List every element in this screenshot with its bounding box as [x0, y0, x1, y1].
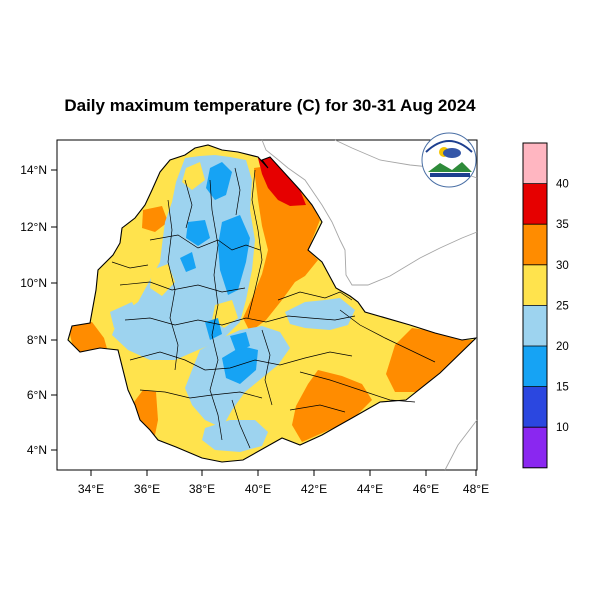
lon-tick-label: 34°E — [78, 482, 104, 496]
lon-tick-label: 38°E — [189, 482, 215, 496]
colorbar-label: 10 — [556, 422, 569, 434]
zone-20-25-west — [110, 302, 140, 330]
zone-30-35-southwest — [134, 390, 158, 440]
zone-30-35-south — [292, 370, 372, 442]
ethiopia-border — [67, 144, 478, 463]
zone-20-25-bale — [285, 298, 355, 330]
zone-15-20-northwest — [186, 220, 210, 246]
colorbar-segment — [523, 183, 547, 225]
colorbar-segment — [523, 305, 547, 346]
lat-tick-label: 12°N — [20, 220, 47, 234]
zone-15-20-west — [180, 252, 196, 272]
colorbar-segment — [523, 346, 547, 387]
lat-tick-label: 8°N — [27, 333, 47, 347]
colorbar-segment — [523, 143, 547, 184]
colorbar-label: 40 — [556, 179, 569, 191]
zone-15-20-rift — [230, 332, 250, 352]
colorbar-label: 25 — [556, 300, 569, 312]
zone-20-25-south-low — [202, 420, 268, 452]
colorbar-label: 15 — [556, 382, 569, 394]
colorbar-label: 35 — [556, 219, 569, 231]
lat-tick-label: 4°N — [27, 443, 47, 457]
colorbar-label: 30 — [556, 260, 569, 272]
lon-tick-label: 36°E — [134, 482, 160, 496]
zone-30-35-east-escarpment — [243, 165, 320, 332]
lon-tick-label: 42°E — [301, 482, 327, 496]
colorbar-segment — [523, 427, 547, 468]
zone-15-20-central — [218, 215, 250, 295]
colorbar: 40 35 30 25 20 15 10 — [522, 142, 569, 469]
lon-tick-label: 44°E — [357, 482, 383, 496]
map-title: Daily maximum temperature (C) for 30-31 … — [64, 96, 476, 115]
colorbar-label: 20 — [556, 341, 569, 353]
ethiopian-meteorology-logo — [421, 132, 477, 188]
zone-15-20-north — [206, 162, 232, 200]
colorbar-segment — [523, 264, 547, 306]
lat-axis: 14°N 12°N 10°N 8°N 6°N 4°N — [20, 163, 57, 457]
lon-tick-label: 48°E — [463, 482, 489, 496]
lat-tick-label: 14°N — [20, 163, 47, 177]
colorbar-segment — [523, 224, 547, 265]
lat-tick-label: 10°N — [20, 276, 47, 290]
zone-35-40-afar — [258, 157, 306, 206]
colorbar-segment — [523, 386, 547, 428]
region-borders — [111, 167, 436, 449]
lon-axis: 34°E 36°E 38°E 40°E 42°E 44°E 46°E 48°E — [78, 470, 489, 496]
lon-tick-label: 46°E — [413, 482, 439, 496]
lon-tick-label: 40°E — [245, 482, 271, 496]
zone-30-35-north-west — [142, 206, 168, 232]
lat-tick-label: 6°N — [27, 388, 47, 402]
